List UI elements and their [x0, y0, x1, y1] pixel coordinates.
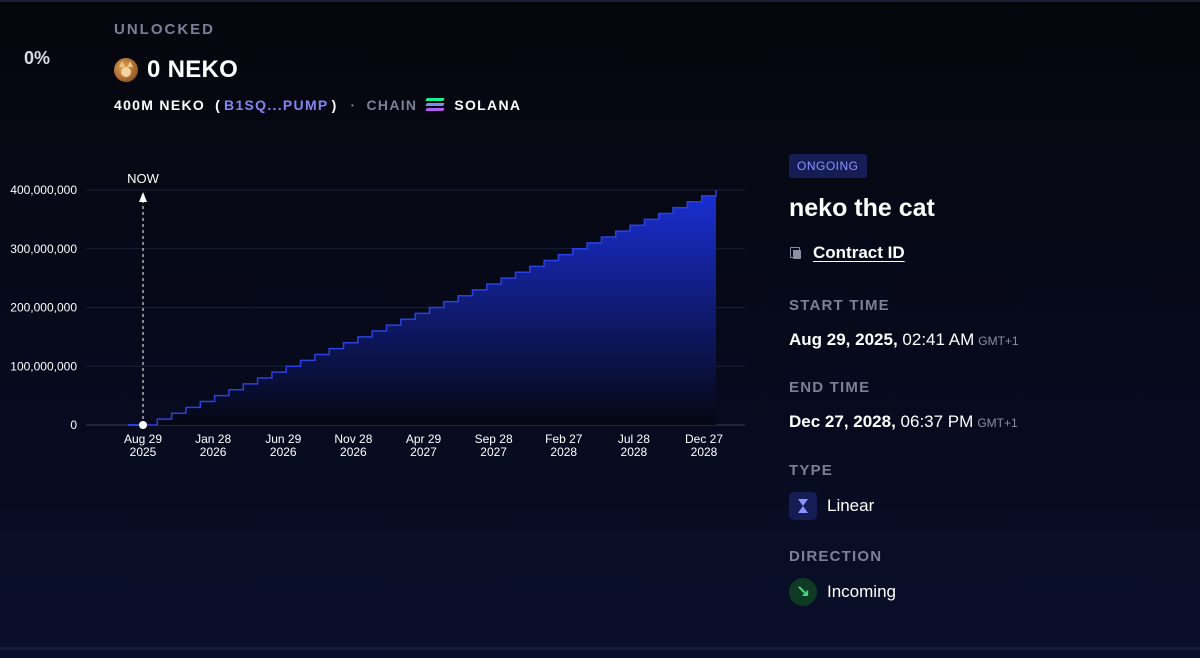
x-tick-label: Nov 28: [334, 432, 372, 446]
type-row: Linear: [789, 492, 874, 520]
end-time-value: Dec 27, 2028, 06:37 PM GMT+1: [789, 412, 1018, 432]
y-tick-label: 200,000,000: [10, 301, 77, 315]
x-tick-year: 2028: [550, 445, 577, 459]
paren-close: ): [331, 97, 338, 113]
copy-icon[interactable]: [790, 247, 802, 259]
unlocked-amount-row: 0 NEKO: [114, 56, 238, 84]
y-tick-label: 300,000,000: [10, 242, 77, 256]
end-timezone: GMT+1: [977, 416, 1018, 430]
end-clock: 06:37 PM: [900, 412, 974, 431]
x-tick-label: Jan 28: [195, 432, 231, 446]
y-tick-label: 400,000,000: [10, 183, 77, 197]
paren-open: (: [215, 97, 222, 113]
unlocked-label: UNLOCKED: [114, 21, 215, 38]
hourglass-icon: [789, 492, 817, 520]
direction-label: DIRECTION: [789, 548, 883, 565]
contract-id-row[interactable]: Contract ID: [790, 243, 905, 263]
stream-name: neko the cat: [789, 194, 935, 222]
x-tick-year: 2026: [270, 445, 297, 459]
chain-name: SOLANA: [454, 97, 522, 113]
unlocked-amount: 0 NEKO: [147, 56, 239, 83]
now-point: [139, 421, 147, 429]
x-tick-year: 2028: [621, 445, 648, 459]
x-tick-label: Apr 29: [406, 432, 442, 446]
end-date: Dec 27, 2028,: [789, 412, 896, 431]
y-tick-label: 0: [70, 418, 77, 432]
x-tick-label: Jul 28: [618, 432, 650, 446]
bottom-divider: [0, 647, 1200, 650]
x-tick-year: 2028: [691, 445, 718, 459]
x-tick-label: Sep 28: [475, 432, 513, 446]
top-divider: [0, 0, 1200, 2]
x-tick-year: 2027: [480, 445, 507, 459]
direction-row: ↘ Incoming: [789, 578, 896, 606]
y-tick-label: 100,000,000: [10, 359, 77, 373]
type-value: Linear: [827, 496, 875, 515]
contract-id-link[interactable]: Contract ID: [813, 243, 905, 262]
x-tick-label: Aug 29: [124, 432, 162, 446]
token-meta-row: 400M NEKO ( B1SQ...PUMP ) · CHAIN SOLANA: [114, 97, 521, 113]
now-label: NOW: [127, 171, 160, 186]
solana-icon: [425, 97, 446, 113]
x-tick-label: Feb 27: [545, 432, 583, 446]
type-label: TYPE: [789, 462, 833, 479]
x-tick-label: Jun 29: [265, 432, 301, 446]
x-tick-label: Dec 27: [685, 432, 723, 446]
start-time-value: Aug 29, 2025, 02:41 AM GMT+1: [789, 330, 1019, 350]
start-date: Aug 29, 2025,: [789, 330, 898, 349]
separator-dot: ·: [350, 97, 357, 113]
direction-value: Incoming: [827, 582, 896, 601]
start-timezone: GMT+1: [978, 334, 1019, 348]
now-arrow-icon: [139, 192, 147, 202]
unlock-line: [143, 190, 717, 426]
status-badge: ONGOING: [789, 154, 867, 178]
unlocked-percent: 0%: [24, 48, 51, 68]
x-tick-year: 2025: [130, 445, 157, 459]
start-clock: 02:41 AM: [902, 330, 975, 349]
end-time-label: END TIME: [789, 379, 871, 396]
total-amount: 400M NEKO: [114, 97, 206, 113]
token-mint-link[interactable]: B1SQ...PUMP: [224, 97, 329, 113]
x-tick-year: 2027: [410, 445, 437, 459]
unlock-chart: 0 100,000,000 200,000,000 300,000,000 400,00…: [10, 171, 745, 459]
cat-avatar-icon: [114, 58, 138, 82]
chain-label: CHAIN: [366, 97, 418, 113]
arrow-down-right-icon: ↘: [789, 578, 817, 606]
x-tick-year: 2026: [340, 445, 367, 459]
x-tick-year: 2026: [200, 445, 227, 459]
start-time-label: START TIME: [789, 297, 890, 314]
